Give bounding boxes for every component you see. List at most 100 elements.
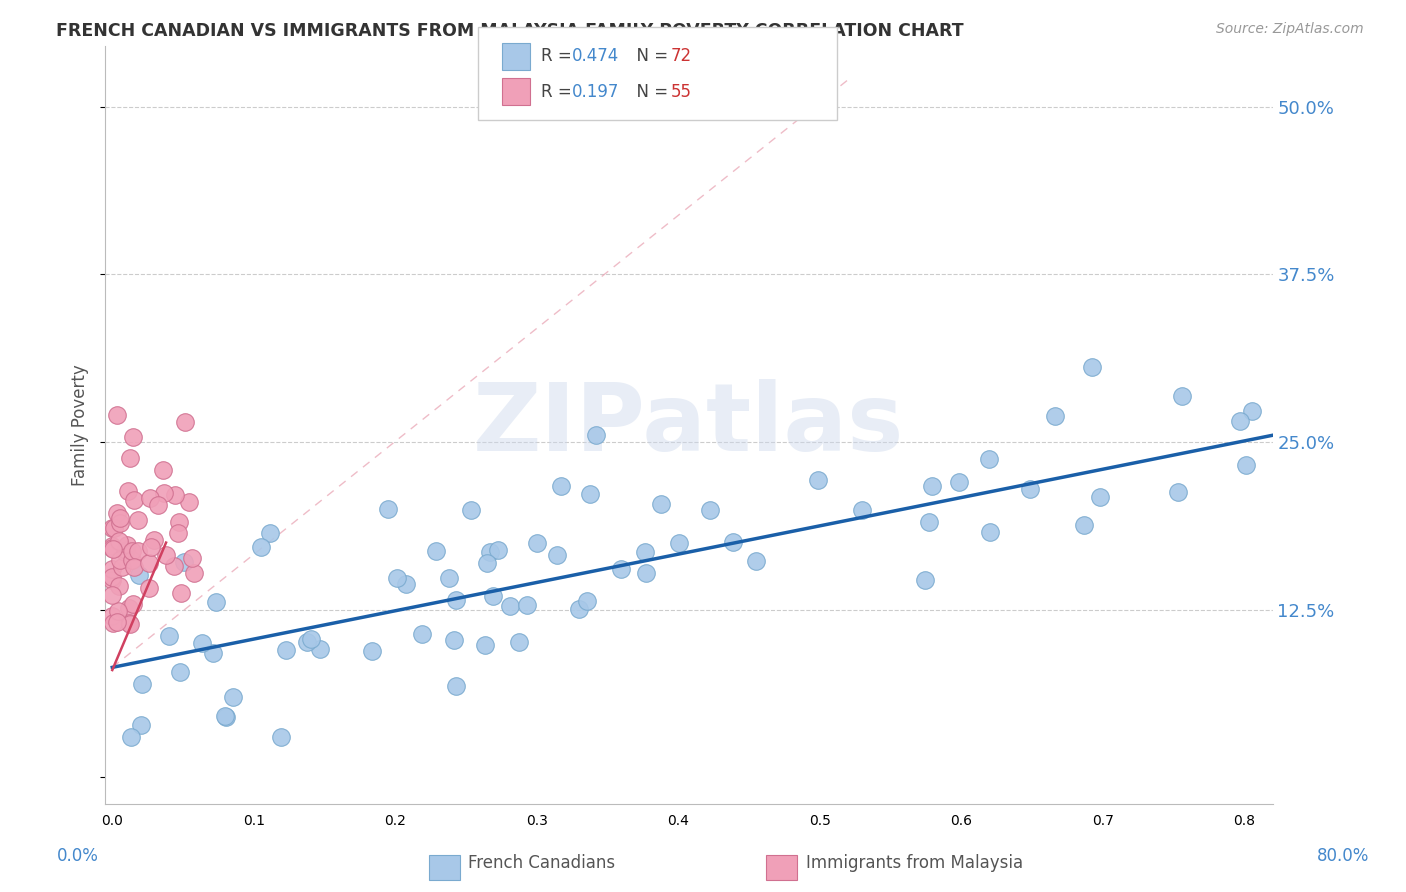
Text: 80.0%: 80.0% [1316, 847, 1369, 865]
Point [526, 536, 548, 550]
Point [181, 550, 204, 565]
Text: French Canadians: French Canadians [468, 855, 616, 872]
Point [443, 633, 465, 648]
Point [115, 542, 138, 557]
Text: 0.197: 0.197 [572, 83, 620, 101]
Text: FRENCH CANADIAN VS IMMIGRANTS FROM MALAYSIA FAMILY POVERTY CORRELATION CHART: FRENCH CANADIAN VS IMMIGRANTS FROM MALAY… [56, 22, 965, 40]
Point [498, 599, 520, 614]
Point [516, 599, 538, 613]
Y-axis label: Family Poverty: Family Poverty [72, 364, 89, 486]
Point [550, 478, 572, 492]
Point [165, 488, 187, 502]
Point [721, 535, 744, 549]
Point [101, 608, 124, 623]
Point [173, 556, 195, 570]
Point [299, 632, 322, 647]
Point [948, 475, 970, 489]
Point [425, 543, 447, 558]
Point [191, 636, 214, 650]
Point [508, 635, 530, 649]
Point [634, 545, 657, 559]
Point [118, 615, 141, 630]
Point [101, 616, 124, 631]
Point [914, 573, 936, 587]
Point [179, 495, 201, 509]
Point [1171, 389, 1194, 403]
Point [1019, 482, 1042, 496]
Point [1234, 458, 1257, 473]
Point [486, 542, 509, 557]
Point [202, 646, 225, 660]
Text: Source: ZipAtlas.com: Source: ZipAtlas.com [1216, 22, 1364, 37]
Point [1240, 404, 1263, 418]
Point [162, 559, 184, 574]
Text: 55: 55 [671, 83, 692, 101]
Point [101, 588, 124, 602]
Point [745, 554, 768, 568]
Point [295, 634, 318, 648]
Point [122, 597, 145, 611]
Point [579, 487, 602, 501]
Point [170, 586, 193, 600]
Point [385, 570, 408, 584]
Point [127, 543, 149, 558]
Point [107, 579, 129, 593]
Point [650, 497, 672, 511]
Text: R =: R = [541, 83, 578, 101]
Point [309, 642, 332, 657]
Point [446, 592, 468, 607]
Point [105, 506, 128, 520]
Point [610, 562, 633, 576]
Point [214, 709, 236, 723]
Point [114, 545, 136, 559]
Point [636, 566, 658, 580]
Point [108, 553, 131, 567]
Point [118, 451, 141, 466]
Point [444, 679, 467, 693]
Point [1229, 414, 1251, 428]
Point [143, 533, 166, 547]
Point [259, 526, 281, 541]
Point [146, 498, 169, 512]
Text: R =: R = [541, 47, 578, 65]
Point [575, 593, 598, 607]
Point [122, 493, 145, 508]
Point [105, 615, 128, 629]
Point [131, 677, 153, 691]
Text: 72: 72 [671, 47, 692, 65]
Point [274, 643, 297, 657]
Point [121, 543, 143, 558]
Point [111, 559, 134, 574]
Point [105, 408, 128, 422]
Point [129, 718, 152, 732]
Point [1081, 359, 1104, 374]
Point [439, 571, 461, 585]
Point [121, 430, 143, 444]
Text: N =: N = [626, 83, 673, 101]
Point [174, 415, 197, 429]
Point [1088, 490, 1111, 504]
Point [270, 730, 292, 744]
Text: 0.0%: 0.0% [56, 847, 98, 865]
Point [101, 574, 124, 588]
Point [101, 569, 124, 583]
Point [138, 581, 160, 595]
Text: Immigrants from Malaysia: Immigrants from Malaysia [806, 855, 1022, 872]
Point [128, 568, 150, 582]
Point [977, 451, 1000, 466]
Point [118, 600, 141, 615]
Point [152, 463, 174, 477]
Point [699, 503, 721, 517]
Point [1073, 518, 1095, 533]
Point [546, 548, 568, 562]
Point [108, 534, 131, 549]
Point [807, 473, 830, 487]
Point [117, 484, 139, 499]
Point [377, 501, 399, 516]
Point [460, 503, 482, 517]
Point [157, 629, 180, 643]
Point [127, 513, 149, 527]
Text: 0.474: 0.474 [572, 47, 620, 65]
Point [1167, 485, 1189, 500]
Point [918, 515, 941, 529]
